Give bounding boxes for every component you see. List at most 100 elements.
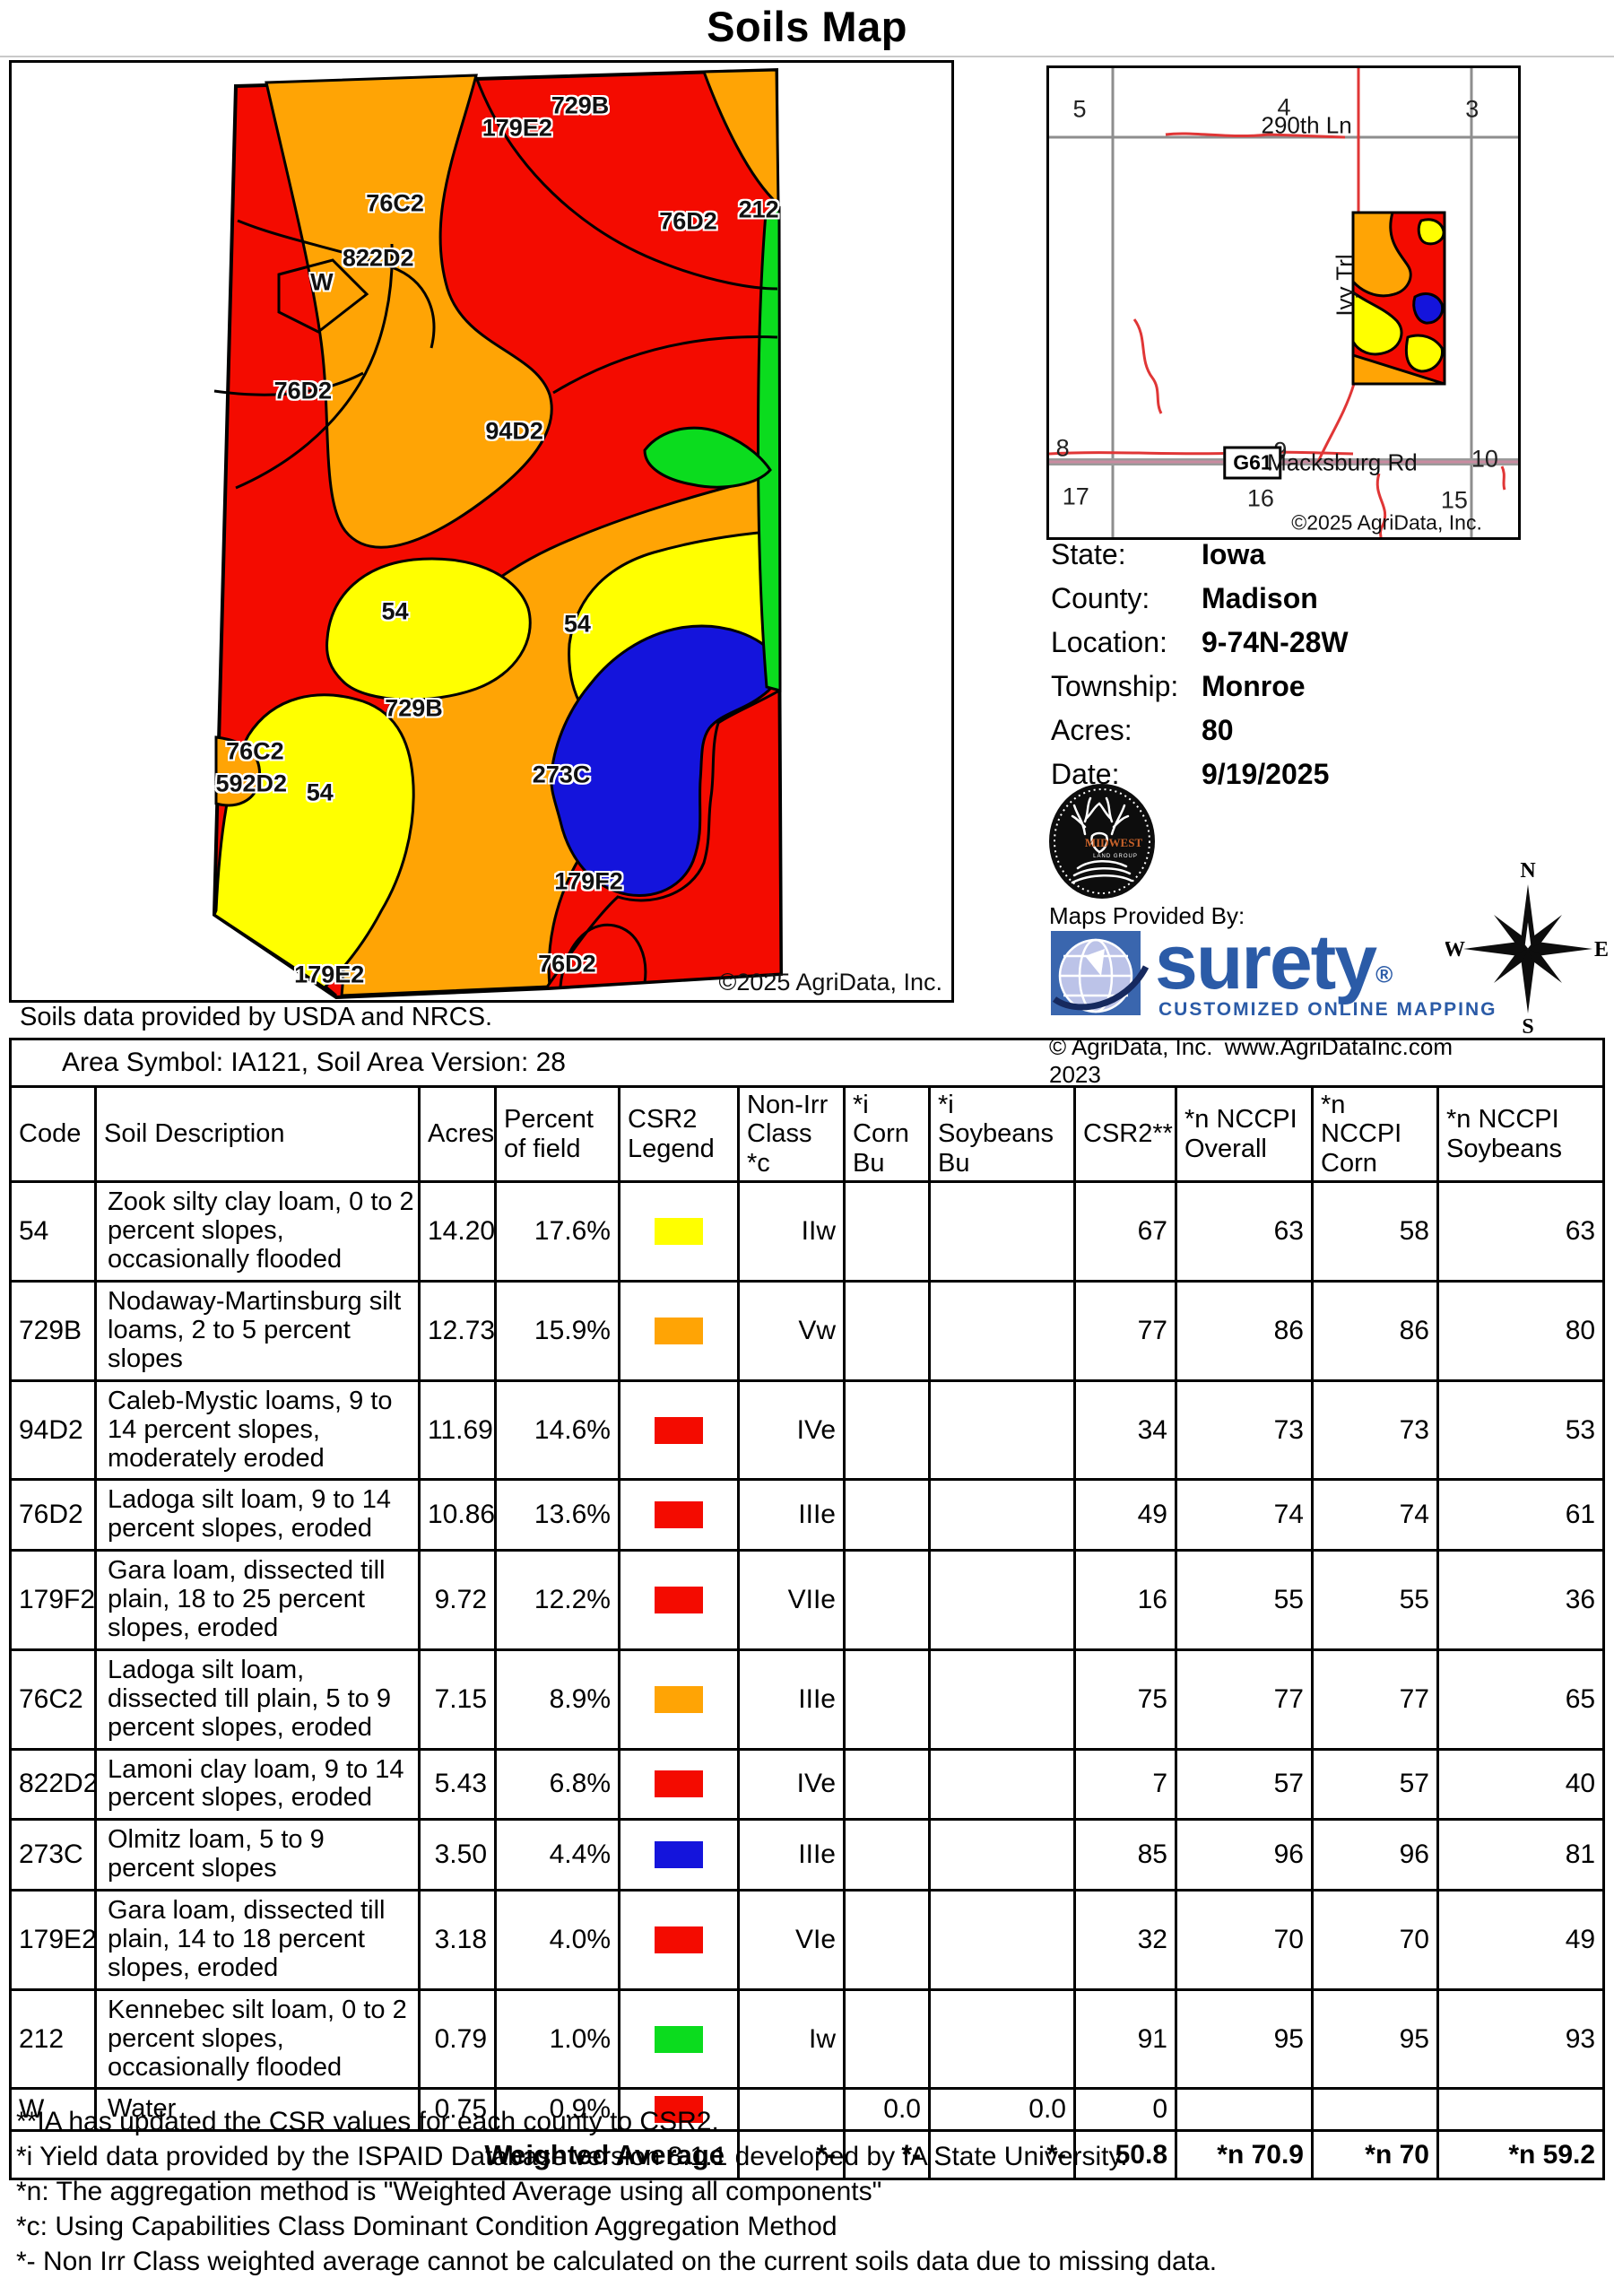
col-header-description: Soil Description <box>94 1084 421 1184</box>
cell-percent: 14.6% <box>494 1378 620 1482</box>
cell-non-irr: IVe <box>737 1378 846 1482</box>
cell-soybeans-bu <box>928 1378 1076 1482</box>
cell-nccpi-corn: 55 <box>1311 1549 1439 1651</box>
cell-legend <box>618 1378 740 1482</box>
soil-table-row: 54 Zook silty clay loam, 0 to 2 percent … <box>9 1180 1606 1283</box>
soil-map-labels: 729B 179E2 76C2 76D2 212 822D2 W 94D2 76… <box>12 63 951 1000</box>
cell-legend <box>618 1478 740 1552</box>
cell-non-irr: IVe <box>737 1747 846 1822</box>
soil-code-label: 76C2 <box>226 737 284 765</box>
soils-data-note: Soils data provided by USDA and NRCS. <box>20 1003 493 1031</box>
compass-s: S <box>1522 1015 1533 1036</box>
cell-corn-bu <box>843 1889 931 1991</box>
cell-acres: 0.75 <box>418 2087 497 2133</box>
cell-legend <box>618 2087 740 2133</box>
cell-description: Gara loam, dissected till plain, 18 to 2… <box>94 1549 421 1651</box>
col-header-acres: Acres <box>418 1084 497 1184</box>
cell-nccpi-corn <box>1311 2087 1439 2133</box>
cell-code: 76C2 <box>9 1648 97 1751</box>
cell-csr2: 0 <box>1073 2087 1177 2133</box>
surety-logo: surety® CUSTOMIZED ONLINE MAPPING <box>1049 924 1497 1021</box>
cell-description: Ladoga silt loam, 9 to 14 percent slopes… <box>94 1478 421 1552</box>
cell-corn-bu <box>843 1478 931 1552</box>
area-symbol-row: Area Symbol: IA121, Soil Area Version: 2… <box>8 1038 1606 1088</box>
cell-nccpi-soybeans: 80 <box>1436 1280 1606 1382</box>
info-label: Location: <box>1051 626 1167 658</box>
cell-nccpi-overall: 73 <box>1175 1378 1314 1482</box>
cell-non-irr: IIIe <box>737 1478 846 1552</box>
midwest-land-group-logo: MIDWEST LAND GROUP <box>1049 784 1155 899</box>
soil-code-label: 729B <box>551 91 610 119</box>
surety-registered-mark: ® <box>1375 961 1393 988</box>
col-header-corn-bu: *i Corn Bu <box>843 1084 931 1184</box>
soil-code-label: 729B <box>385 694 443 722</box>
info-value: Madison <box>1202 582 1318 614</box>
cell-csr2: 77 <box>1073 1280 1177 1382</box>
wa-soybeans-bu: *- <box>928 2129 1076 2181</box>
location-map-graphic <box>1049 68 1518 537</box>
info-row: Acres: 80 <box>1051 714 1517 747</box>
compass-w: W <box>1445 938 1465 961</box>
weighted-average-row: Weighted Average *- *- *- 50.8 *n 70.9 *… <box>9 2129 1606 2181</box>
cell-corn-bu <box>843 1648 931 1751</box>
cell-nccpi-overall: 55 <box>1175 1549 1314 1651</box>
cell-description: Kennebec silt loam, 0 to 2 percent slope… <box>94 1987 421 2091</box>
info-value: 9-74N-28W <box>1202 626 1349 658</box>
cell-description: Zook silty clay loam, 0 to 2 percent slo… <box>94 1180 421 1283</box>
soil-code-label: 54 <box>563 610 591 638</box>
cell-percent: 13.6% <box>494 1478 620 1552</box>
legend-swatch <box>655 1926 703 1953</box>
section-number: 5 <box>1072 95 1087 123</box>
cell-acres: 5.43 <box>418 1747 497 1822</box>
legend-swatch <box>655 2096 703 2124</box>
soil-table-row: 273C Olmitz loam, 5 to 9 percent slopes … <box>9 1818 1606 1892</box>
info-row: County: Madison <box>1051 582 1517 615</box>
cell-acres: 12.73 <box>418 1280 497 1382</box>
soil-table-row: 179E2 Gara loam, dissected till plain, 1… <box>9 1889 1606 1991</box>
cell-acres: 0.79 <box>418 1987 497 2091</box>
legend-swatch <box>655 1501 703 1529</box>
footnote-line: *n: The aggregation method is "Weighted … <box>16 2177 882 2206</box>
wa-nccpi-soybeans: *n 59.2 <box>1436 2129 1606 2181</box>
legend-swatch <box>655 1841 703 1869</box>
cell-description: Olmitz loam, 5 to 9 percent slopes <box>94 1818 421 1892</box>
compass-e: E <box>1594 938 1609 961</box>
info-row: State: Iowa <box>1051 538 1517 571</box>
info-label: County: <box>1051 582 1150 614</box>
soil-code-label: 54 <box>306 778 334 806</box>
cell-nccpi-overall <box>1175 2087 1314 2133</box>
info-row: Date: 9/19/2025 <box>1051 758 1517 791</box>
wa-nccpi-overall: *n 70.9 <box>1175 2129 1314 2181</box>
maps-provided-by-label: Maps Provided By: <box>1049 902 1245 929</box>
soil-table-row: 76D2 Ladoga silt loam, 9 to 14 percent s… <box>9 1478 1606 1552</box>
cell-acres: 10.86 <box>418 1478 497 1552</box>
cell-nccpi-overall: 57 <box>1175 1747 1314 1822</box>
cell-percent: 0.9% <box>494 2087 620 2133</box>
road-label-290th-ln: 290th Ln <box>1261 111 1352 139</box>
info-value: 80 <box>1202 714 1234 746</box>
legend-swatch <box>655 1685 703 1713</box>
cell-corn-bu <box>843 1818 931 1892</box>
cell-legend <box>618 1747 740 1822</box>
soil-code-label: 76C2 <box>366 189 424 217</box>
info-label: State: <box>1051 538 1126 570</box>
highway-badge-g61: G61 <box>1223 446 1282 480</box>
cell-acres: 7.15 <box>418 1648 497 1751</box>
cell-nccpi-corn: 57 <box>1311 1747 1439 1822</box>
cell-non-irr: Iw <box>737 1987 846 2091</box>
legend-swatch <box>655 1317 703 1344</box>
road-label-ivy-trl: Ivy Trl <box>1331 254 1358 317</box>
cell-soybeans-bu <box>928 1478 1076 1552</box>
surety-tagline: CUSTOMIZED ONLINE MAPPING <box>1158 999 1497 1020</box>
soil-map-panel: 729B 179E2 76C2 76D2 212 822D2 W 94D2 76… <box>9 60 954 1003</box>
soil-code-label: W <box>310 268 334 296</box>
cell-nccpi-corn: 96 <box>1311 1818 1439 1892</box>
cell-description: Gara loam, dissected till plain, 14 to 1… <box>94 1889 421 1991</box>
legend-swatch <box>655 1587 703 1614</box>
cell-nccpi-corn: 73 <box>1311 1378 1439 1482</box>
cell-nccpi-soybeans <box>1436 2087 1606 2133</box>
cell-csr2: 75 <box>1073 1648 1177 1751</box>
cell-legend <box>618 1648 740 1751</box>
cell-soybeans-bu <box>928 1889 1076 1991</box>
legend-swatch <box>655 1416 703 1444</box>
